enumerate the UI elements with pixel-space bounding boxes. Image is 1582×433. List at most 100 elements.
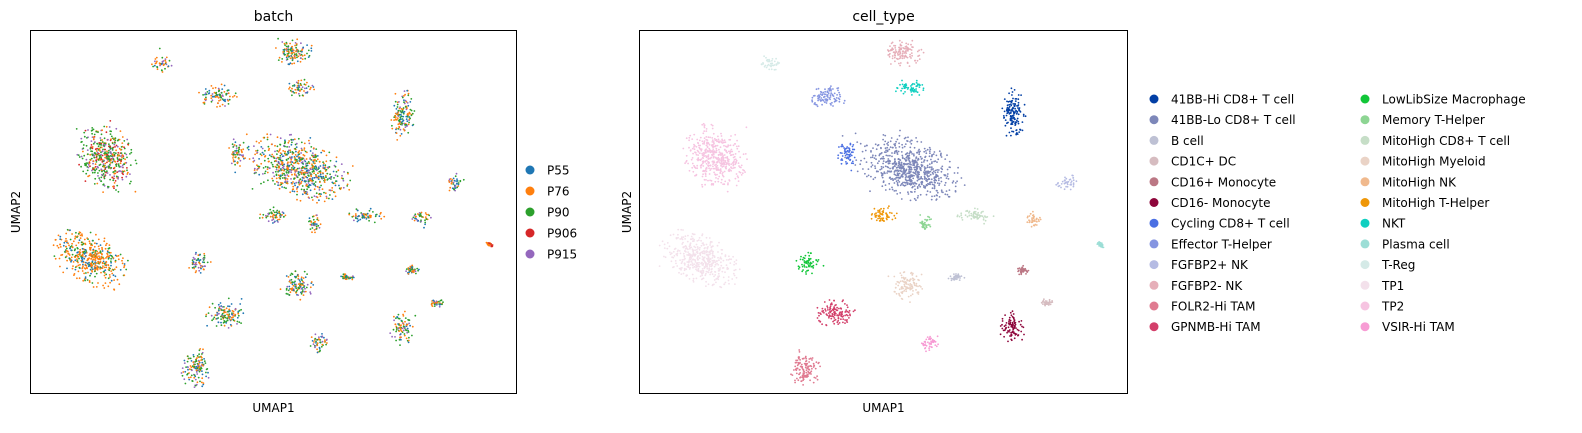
cell-type-point (878, 154, 881, 157)
cell-type-point (898, 166, 901, 169)
cell-type-point (976, 214, 979, 217)
batch-point (83, 238, 86, 241)
batch-point (116, 171, 119, 174)
batch-point (304, 167, 306, 170)
batch-point (304, 91, 307, 94)
cell-type-point (1015, 327, 1017, 329)
batch-point (216, 106, 218, 108)
cell-type-point (941, 168, 944, 171)
batch-point (255, 150, 257, 152)
cell-type-point (883, 171, 886, 174)
batch-point (291, 48, 294, 51)
batch-point (74, 256, 76, 259)
batch-point (311, 171, 314, 173)
cell-type-point (1020, 320, 1023, 322)
cell-type-point (930, 158, 932, 161)
batch-point (299, 285, 302, 288)
cell-type-point (808, 361, 810, 363)
cell-type-point (874, 167, 877, 170)
cell-type-point (1010, 103, 1012, 106)
batch-point (232, 154, 235, 157)
batch-point (440, 299, 443, 302)
batch-point (400, 330, 403, 333)
batch-point (306, 52, 308, 55)
cell-type-point (822, 99, 825, 102)
cell-type-point (870, 150, 872, 152)
cell-type-point (913, 164, 916, 167)
batch-point (290, 178, 292, 180)
batch-point (335, 160, 338, 163)
batch-point (130, 151, 133, 154)
cell-type-point (1011, 94, 1013, 96)
cell-type-point (798, 266, 801, 269)
cell-type-point (972, 212, 975, 215)
batch-point (311, 166, 314, 169)
batch-point (394, 323, 397, 326)
batch-point (295, 142, 298, 145)
batch-point (315, 167, 318, 169)
cell-type-point (1065, 185, 1067, 188)
batch-point (324, 339, 326, 341)
cell-type-point (924, 176, 926, 179)
batch-point (281, 182, 284, 185)
batch-point (451, 187, 454, 190)
cell-type-point (1008, 105, 1011, 108)
cell-type-point (845, 153, 848, 156)
cell-type-point (839, 152, 842, 154)
batch-point (291, 161, 294, 164)
batch-point (405, 337, 408, 340)
cell-type-point (925, 152, 928, 155)
cell-type-point (845, 161, 847, 163)
cell-type-point (894, 178, 897, 180)
cell-type-point (929, 191, 932, 193)
batch-point (214, 95, 217, 98)
batch-point (161, 69, 163, 72)
batch-plot-frame (30, 30, 517, 394)
cell-type-point (897, 150, 900, 153)
cell-type-point (875, 148, 878, 151)
cell-type-point (1003, 329, 1006, 332)
cell-type-point (816, 317, 819, 319)
batch-point (100, 176, 103, 179)
batch-legend-item-marker (525, 186, 535, 196)
batch-point (406, 125, 409, 127)
batch-point (329, 159, 332, 162)
cell-type-point (809, 264, 812, 266)
cell-type-point (1008, 112, 1011, 115)
batch-point (312, 218, 315, 221)
batch-point (96, 182, 99, 185)
batch-point (224, 316, 227, 319)
batch-point (291, 39, 294, 42)
cell-type-point (1010, 325, 1013, 328)
batch-point (204, 93, 206, 96)
cell-type-point (900, 164, 903, 167)
batch-point (365, 216, 367, 219)
batch-point (456, 178, 458, 181)
cell-type-point (882, 138, 884, 141)
cell-type-point (1010, 109, 1013, 111)
cell-type-point (1006, 112, 1009, 115)
batch-point (167, 65, 170, 68)
batch-point (301, 167, 303, 169)
cell-type-point (1072, 179, 1075, 182)
batch-point (409, 108, 412, 111)
batch-point (265, 214, 267, 217)
cell-type-point (931, 172, 934, 174)
batch-point (297, 294, 299, 296)
cell-type-point (833, 322, 836, 325)
batch-point (306, 44, 308, 46)
batch-point (93, 154, 95, 157)
batch-point (88, 174, 91, 177)
batch-point (414, 270, 417, 273)
cell-type-point (911, 287, 914, 289)
cell-type-point (929, 173, 932, 176)
batch-point (280, 183, 283, 186)
batch-point (269, 133, 272, 136)
batch-point (297, 172, 300, 175)
batch-point (283, 49, 286, 51)
batch-point (309, 171, 311, 174)
cell-type-point (1013, 326, 1016, 329)
cell-type-point (903, 167, 905, 170)
cell-type-point (800, 380, 803, 383)
batch-point (276, 136, 279, 139)
